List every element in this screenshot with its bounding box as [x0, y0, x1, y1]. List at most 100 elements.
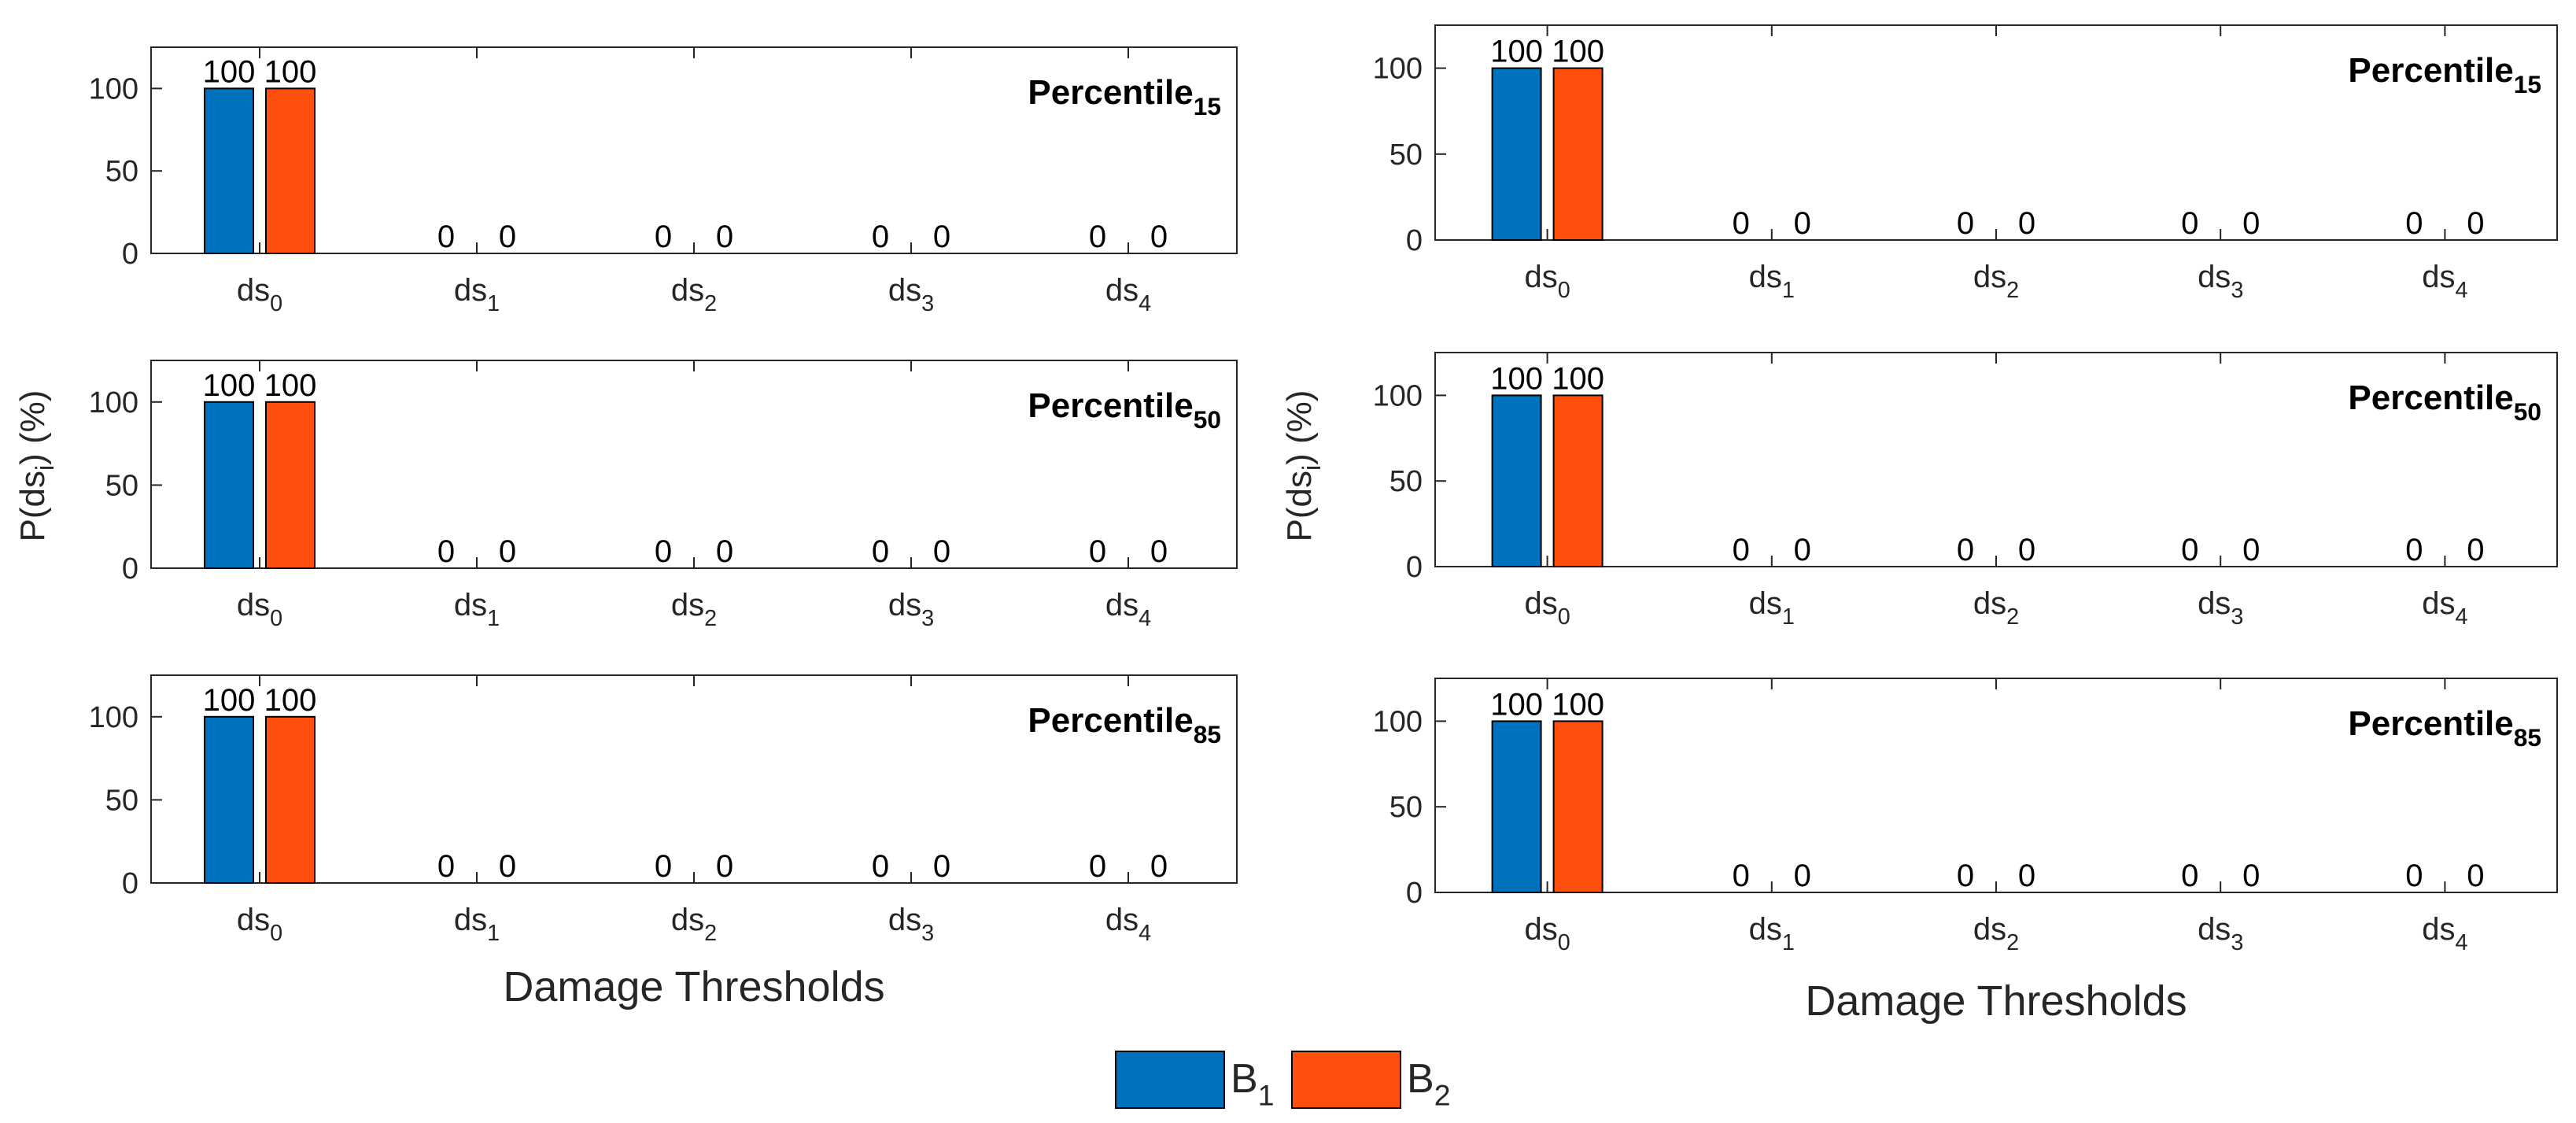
- bar-b2-0: [265, 87, 316, 255]
- x-tick-label-sub: 4: [2456, 930, 2468, 955]
- y-tick-label: 50: [105, 784, 138, 817]
- data-label-b2-4: 0: [1150, 849, 1168, 884]
- x-tick-label-sub: 0: [1558, 604, 1570, 630]
- data-label-b2-0: 100: [264, 683, 317, 718]
- data-label-b1-3: 0: [872, 849, 889, 884]
- x-tick-label: ds0: [237, 273, 282, 316]
- x-tick-label-sub: 0: [270, 921, 282, 946]
- x-tick-label-base: ds: [1973, 260, 2006, 294]
- legend-label-b2-sub: 2: [1434, 1079, 1451, 1112]
- data-label-b1-0: 100: [1490, 687, 1543, 722]
- x-tick-label-sub: 1: [1782, 278, 1795, 303]
- x-tick-label-sub: 4: [1139, 921, 1151, 946]
- x-tick-label-sub: 3: [921, 606, 934, 631]
- data-label-b1-1: 0: [437, 849, 455, 884]
- bar-b1-0: [204, 401, 254, 569]
- x-tick-label-sub: 3: [921, 921, 934, 946]
- panel-title-base: Percentile: [1028, 73, 1193, 112]
- data-label-b2-2: 0: [2018, 533, 2035, 567]
- x-tick-label-sub: 2: [704, 606, 717, 631]
- y-axis-label-prefix: P(ds: [1280, 471, 1319, 541]
- x-tick-label: ds1: [1749, 912, 1795, 955]
- x-tick-label-base: ds: [1973, 586, 2006, 621]
- x-tick-label-base: ds: [2198, 260, 2231, 294]
- data-label-b2-3: 0: [2242, 859, 2260, 893]
- x-tick-label-base: ds: [237, 588, 270, 622]
- x-tick-label-base: ds: [454, 903, 487, 937]
- legend-label-b2: B2: [1407, 1056, 1451, 1112]
- x-tick-label-sub: 2: [2006, 278, 2019, 303]
- x-tick-label-sub: 1: [1782, 930, 1795, 955]
- data-label-b1-0: 100: [203, 368, 256, 403]
- data-label-b1-1: 0: [1733, 533, 1750, 567]
- panel-title-sub: 85: [2514, 723, 2541, 752]
- x-tick-label-base: ds: [2198, 912, 2231, 947]
- x-tick-label-sub: 1: [487, 921, 500, 946]
- y-tick-label: 100: [89, 386, 138, 419]
- x-tick-label-sub: 2: [2006, 930, 2019, 955]
- panel-title: Percentile85: [2348, 704, 2541, 752]
- panel-title: Percentile85: [1028, 701, 1221, 748]
- x-tick-label: ds2: [671, 588, 717, 631]
- y-tick-label: 50: [1389, 139, 1423, 172]
- x-tick-label: ds3: [2198, 912, 2243, 955]
- panel-title-base: Percentile: [2348, 379, 2513, 417]
- legend-label-b1: B1: [1231, 1056, 1275, 1112]
- y-tick-label: 0: [122, 552, 138, 586]
- x-tick-label: ds0: [1524, 912, 1570, 955]
- x-tick-label: ds3: [2198, 260, 2243, 303]
- bar-b2-0: [265, 401, 316, 569]
- data-label-b1-4: 0: [2405, 859, 2423, 893]
- x-tick-label: ds4: [2422, 260, 2467, 303]
- bar-b1-0: [1491, 720, 1542, 894]
- x-tick-label-base: ds: [671, 588, 704, 622]
- x-tick-label-base: ds: [671, 273, 704, 308]
- data-label-b1-4: 0: [1089, 849, 1106, 884]
- x-tick-label-sub: 0: [270, 606, 282, 631]
- x-tick-label-sub: 0: [270, 291, 282, 316]
- x-tick-label: ds0: [1524, 260, 1570, 303]
- y-tick-label: 50: [105, 155, 138, 188]
- x-axis-label: Damage Thresholds: [1805, 977, 2187, 1025]
- x-tick-label-base: ds: [888, 588, 921, 622]
- y-tick-label: 0: [1406, 877, 1423, 910]
- y-axis-label-suffix: ) (%): [13, 390, 52, 465]
- x-tick-label-sub: 3: [2231, 604, 2243, 630]
- y-tick-label: 100: [1373, 379, 1423, 412]
- panel-title: Percentile50: [1028, 386, 1221, 434]
- data-label-b1-0: 100: [1490, 361, 1543, 396]
- y-axis-label-suffix: ) (%): [1280, 390, 1319, 465]
- legend-label-b1-base: B: [1231, 1056, 1258, 1102]
- panel-title: Percentile15: [1028, 73, 1221, 120]
- legend-label-b1-sub: 1: [1258, 1079, 1275, 1112]
- x-tick-label-base: ds: [671, 903, 704, 937]
- x-tick-label: ds3: [888, 273, 934, 316]
- data-label-b2-4: 0: [2467, 206, 2484, 241]
- data-label-b2-2: 0: [716, 534, 733, 569]
- panel-title-sub: 15: [1194, 92, 1221, 120]
- x-tick-label: ds4: [1105, 588, 1151, 631]
- x-tick-label: ds2: [671, 903, 717, 946]
- y-tick-label: 100: [1373, 705, 1423, 738]
- data-label-b2-1: 0: [499, 849, 516, 884]
- data-label-b2-3: 0: [933, 220, 950, 254]
- legend-swatch-b1: [1115, 1051, 1225, 1109]
- data-label-b1-4: 0: [1089, 534, 1106, 569]
- data-label-b1-3: 0: [872, 220, 889, 254]
- x-tick-label-base: ds: [1105, 903, 1139, 937]
- y-tick-label: 50: [105, 469, 138, 502]
- x-tick-label-base: ds: [1749, 912, 1782, 947]
- data-label-b2-0: 100: [264, 54, 317, 89]
- y-tick-label: 100: [1373, 53, 1423, 86]
- data-label-b2-2: 0: [2018, 859, 2035, 893]
- x-tick-label: ds1: [454, 903, 500, 946]
- x-tick-label: ds4: [2422, 586, 2467, 630]
- y-axis-label: P(dsi) (%): [13, 390, 59, 542]
- x-tick-label-base: ds: [1524, 586, 1557, 621]
- x-tick-label-base: ds: [1749, 260, 1782, 294]
- x-tick-label: ds1: [454, 273, 500, 316]
- y-tick-label: 0: [1406, 551, 1423, 584]
- bar-b2-0: [1552, 394, 1604, 567]
